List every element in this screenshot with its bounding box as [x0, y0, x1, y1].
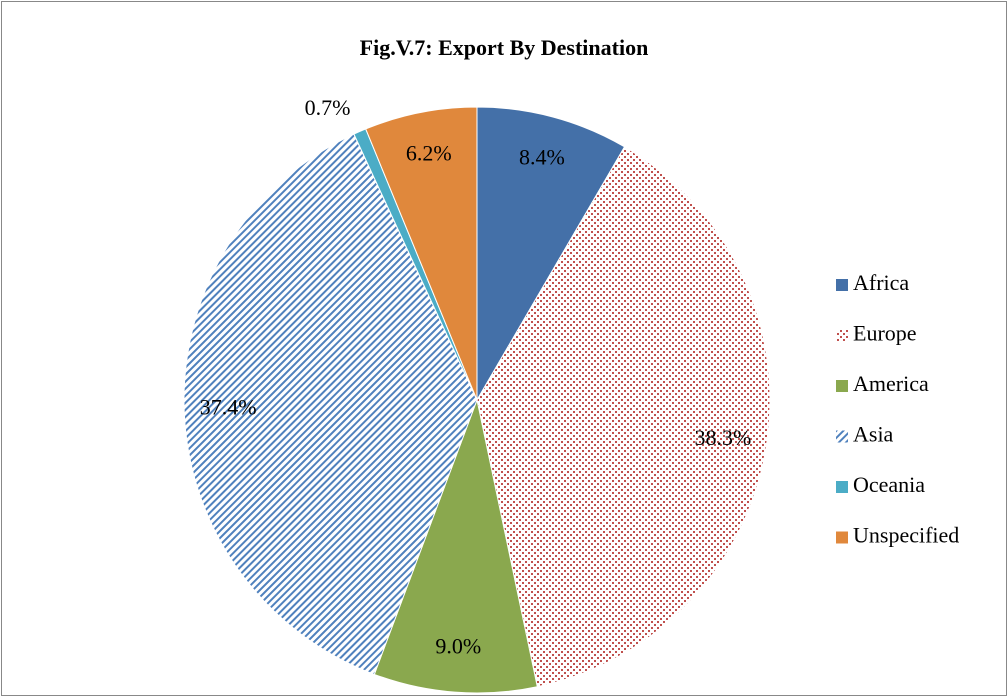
- data-label: 8.4%: [519, 145, 565, 170]
- chart-title: Fig.V.7: Export By Destination: [360, 35, 649, 60]
- legend-swatch: [836, 430, 848, 443]
- pie-slice: [476, 106, 626, 402]
- legend-label: Oceania: [853, 472, 925, 497]
- legend-label: Europe: [853, 321, 917, 346]
- legend-swatch: [836, 279, 848, 291]
- pie-slice: [373, 398, 538, 694]
- data-label: 0.7%: [305, 95, 351, 120]
- legend-swatch: [836, 481, 848, 493]
- legend-label: Asia: [853, 422, 894, 447]
- legend-label: America: [853, 371, 929, 396]
- data-label: 6.2%: [406, 141, 452, 166]
- data-label: 38.3%: [694, 425, 751, 450]
- data-label: 37.4%: [200, 394, 257, 419]
- legend-swatch: [836, 329, 848, 342]
- legend-label: Unspecified: [853, 523, 959, 548]
- pie-slice: [365, 106, 478, 401]
- legend-swatch: [836, 531, 848, 544]
- legend-label: Africa: [853, 270, 909, 295]
- pie-slice: [183, 133, 478, 676]
- pie-slice: [476, 146, 771, 688]
- legend-swatch: [836, 380, 848, 392]
- data-label: 9.0%: [435, 633, 481, 658]
